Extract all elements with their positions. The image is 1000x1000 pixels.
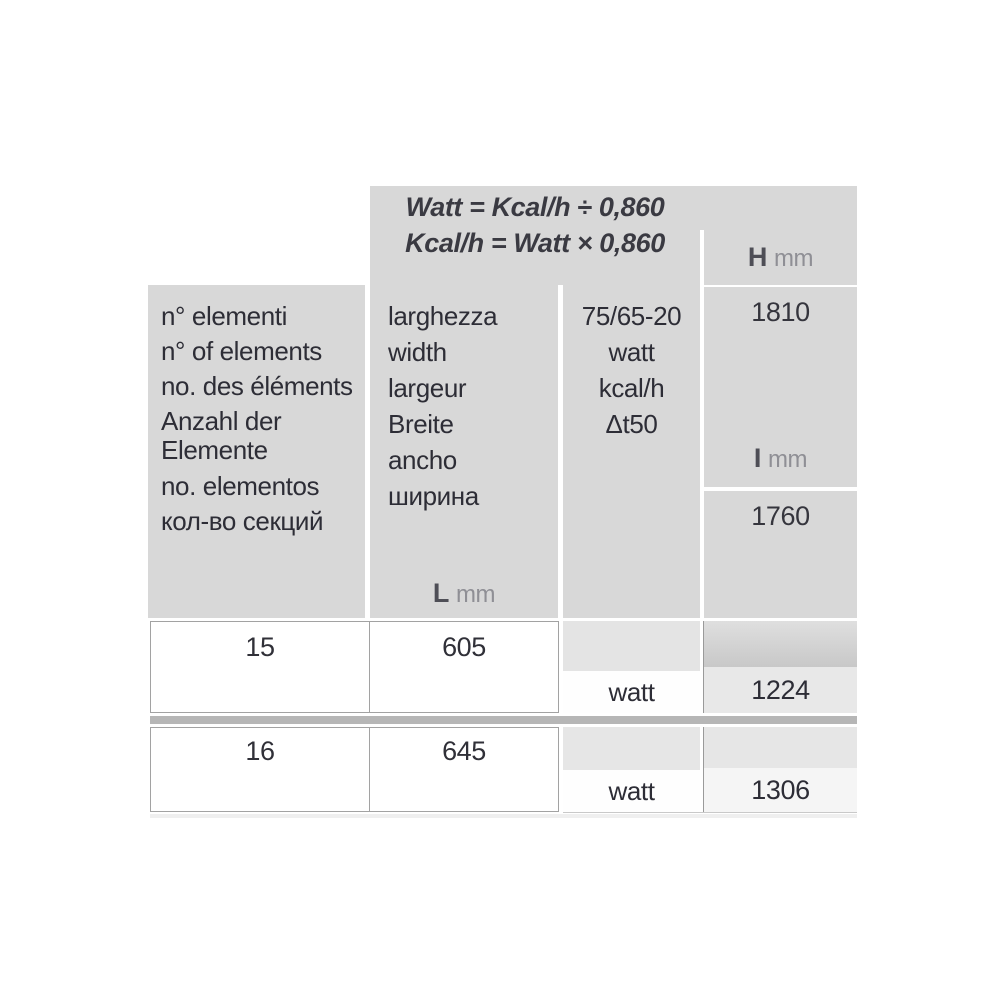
header-label: n° of elements <box>161 336 322 366</box>
header-label: ширина <box>388 481 479 511</box>
header-label: no. elementos <box>161 471 320 501</box>
header-label: Breite <box>388 409 454 439</box>
row2-power-unit-spacer <box>563 727 700 770</box>
power-column-header: 75/65-20 watt kcal/h Δt50 <box>563 285 700 618</box>
i-value: 1760 <box>751 501 810 531</box>
elements-column-header: n° elementi n° of elements no. des éléme… <box>148 285 365 618</box>
header-label: largeur <box>388 373 467 403</box>
i-unit: mm <box>767 446 808 473</box>
row2-width-cell: 645 <box>369 727 559 812</box>
table-bottom-shadow <box>150 814 857 818</box>
l-letter: L <box>432 578 449 608</box>
header-label: larghezza <box>388 301 498 331</box>
header-label: 75/65-20 <box>581 301 682 331</box>
row1-width-cell: 605 <box>369 621 559 713</box>
h-letter: H <box>747 242 768 272</box>
header-label: Δt50 <box>605 409 658 439</box>
row1-power-unit-spacer <box>563 621 700 671</box>
header-label: кол-во секций <box>161 506 324 536</box>
row2-power-value-cell: 1306 <box>703 727 857 812</box>
row-separator <box>150 716 857 724</box>
h-unit: mm <box>773 245 814 272</box>
header-label: kcal/h <box>598 373 665 403</box>
row2-elements-cell: 16 <box>150 727 370 812</box>
row2-power-value: 1306 <box>704 768 857 812</box>
row1-power-value: 1224 <box>704 667 857 713</box>
row1-power-value-spacer <box>704 621 857 667</box>
h-value: 1810 <box>751 297 810 327</box>
divider-i-value <box>703 487 857 491</box>
formula-watt-from-kcal: Watt = Kcal/h ÷ 0,860 <box>405 192 665 222</box>
l-unit: mm <box>455 581 496 608</box>
header-label: n° elementi <box>161 301 287 331</box>
row1-elements-cell: 15 <box>150 621 370 713</box>
row1-power-value-cell: 1224 <box>703 621 857 713</box>
header-label: ancho <box>388 445 457 475</box>
width-column-header: larghezza width largeur Breite ancho шир… <box>370 285 558 618</box>
formula-kcal-from-watt: Kcal/h = Watt × 0,860 <box>405 228 665 258</box>
header-label: no. des éléments <box>161 371 353 401</box>
header-label: width <box>388 337 447 367</box>
i-letter: I <box>753 443 762 473</box>
row2-power-value-spacer <box>704 727 857 768</box>
row1-power-unit-cell: watt <box>563 671 700 713</box>
header-label: Elemente <box>161 435 268 465</box>
formula-panel <box>370 186 857 285</box>
row2-power-unit-cell: watt <box>563 770 700 812</box>
divider-formula-hcolumn <box>700 230 704 285</box>
header-label: watt <box>608 337 655 367</box>
header-label: Anzahl der <box>161 406 282 436</box>
table-bottom-line <box>563 812 857 813</box>
